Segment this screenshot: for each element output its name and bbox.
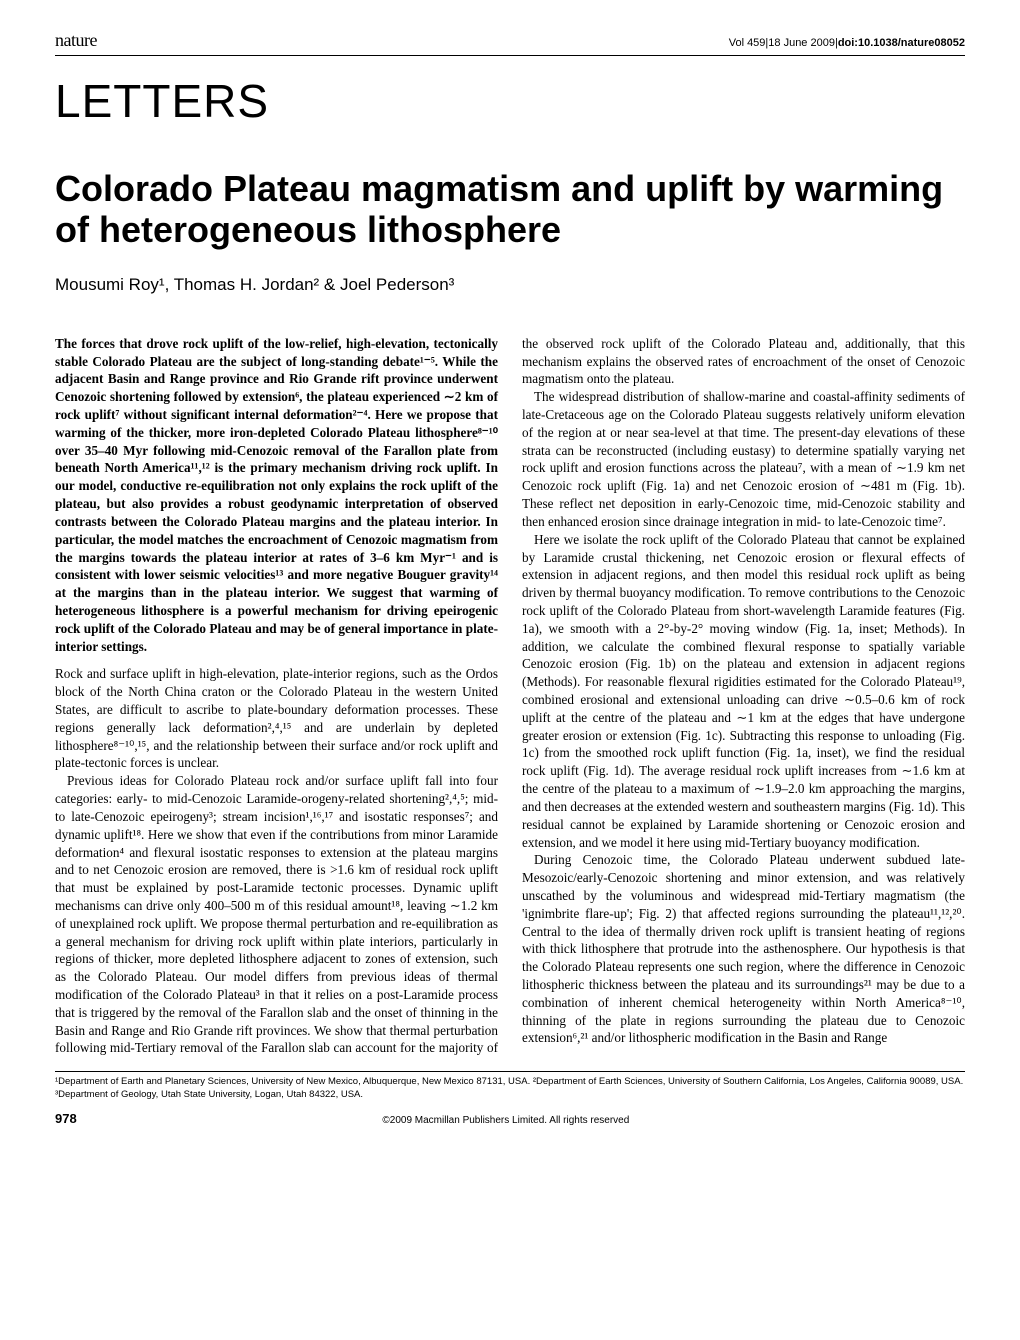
page-footer: 978 ©2009 Macmillan Publishers Limited. … bbox=[55, 1111, 965, 1126]
abstract: The forces that drove rock uplift of the… bbox=[55, 335, 498, 656]
issue-date: 18 June 2009 bbox=[768, 37, 835, 49]
paragraph-1: Rock and surface uplift in high-elevatio… bbox=[55, 665, 498, 772]
copyright: ©2009 Macmillan Publishers Limited. All … bbox=[77, 1115, 935, 1126]
section-label: LETTERS bbox=[55, 74, 965, 128]
page-number: 978 bbox=[55, 1111, 77, 1126]
paragraph-5: During Cenozoic time, the Colorado Plate… bbox=[522, 851, 965, 1047]
journal-name: nature bbox=[55, 30, 97, 51]
authors: Mousumi Roy¹, Thomas H. Jordan² & Joel P… bbox=[55, 275, 965, 295]
page-header: nature Vol 459|18 June 2009|doi:10.1038/… bbox=[55, 30, 965, 56]
article-title: Colorado Plateau magmatism and uplift by… bbox=[55, 168, 965, 251]
volume: Vol 459 bbox=[729, 37, 766, 49]
issue-info: Vol 459|18 June 2009|doi:10.1038/nature0… bbox=[729, 37, 965, 49]
affiliations: ¹Department of Earth and Planetary Scien… bbox=[55, 1071, 965, 1101]
article-body: The forces that drove rock uplift of the… bbox=[55, 335, 965, 1058]
paragraph-4: Here we isolate the rock uplift of the C… bbox=[522, 531, 965, 852]
paragraph-3: The widespread distribution of shallow-m… bbox=[522, 388, 965, 531]
doi: doi:10.1038/nature08052 bbox=[838, 37, 965, 49]
